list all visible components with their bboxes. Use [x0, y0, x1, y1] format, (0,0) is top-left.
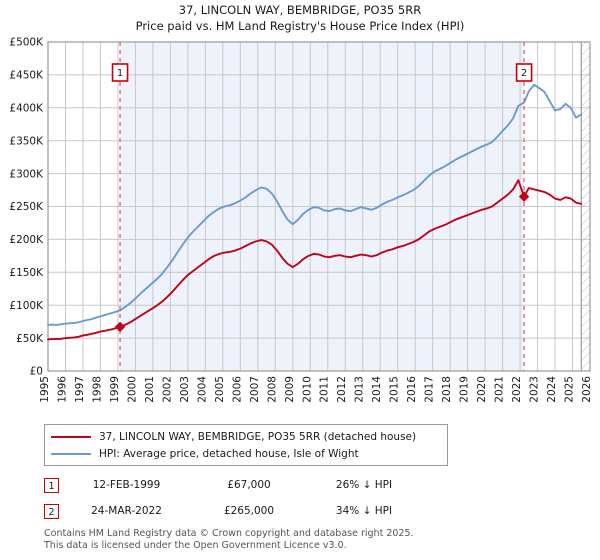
svg-text:£0: £0 [30, 366, 43, 378]
legend-label-property: 37, LINCOLN WAY, BEMBRIDGE, PO35 5RR (de… [99, 431, 417, 443]
svg-text:2021: 2021 [494, 376, 506, 403]
svg-text:2010: 2010 [301, 376, 313, 403]
svg-text:2001: 2001 [144, 376, 156, 403]
svg-text:2009: 2009 [284, 376, 296, 403]
legend-item-property: 37, LINCOLN WAY, BEMBRIDGE, PO35 5RR (de… [51, 429, 441, 445]
svg-text:2015: 2015 [389, 376, 401, 403]
svg-text:2024: 2024 [546, 376, 558, 403]
plot-frame [47, 41, 591, 372]
svg-text:£50K: £50K [16, 333, 44, 345]
svg-text:2022: 2022 [511, 376, 523, 403]
transaction-date: 24-MAR-2022 [91, 505, 162, 517]
svg-text:2026: 2026 [581, 376, 593, 403]
svg-text:2016: 2016 [406, 376, 418, 403]
y-axis-labels: £0 £50K £100K £150K £200K £250K £300K £350K £400… [9, 37, 44, 378]
svg-text:1995: 1995 [39, 376, 51, 403]
svg-text:£100K: £100K [9, 300, 44, 312]
svg-text:2025: 2025 [564, 376, 576, 403]
legend-swatch-hpi [51, 453, 91, 455]
svg-text:2007: 2007 [249, 376, 261, 403]
transaction-points [114, 191, 530, 333]
svg-text:1999: 1999 [109, 376, 121, 403]
table-row: 2 24-MAR-2022 £265,000 34% ↓ HPI [44, 498, 474, 524]
svg-text:2014: 2014 [371, 376, 383, 403]
page-title: 37, LINCOLN WAY, BEMBRIDGE, PO35 5RR [178, 3, 422, 17]
svg-text:2019: 2019 [459, 376, 471, 403]
transaction-index-badge: 1 [44, 477, 59, 493]
svg-text:2012: 2012 [336, 376, 348, 403]
svg-text:2006: 2006 [231, 376, 243, 403]
legend-label-hpi: HPI: Average price, detached house, Isle… [99, 448, 359, 460]
transaction-hpi-delta: 34% ↓ HPI [335, 505, 393, 517]
transaction-date: 12-FEB-1999 [92, 479, 161, 491]
svg-text:2005: 2005 [214, 376, 226, 403]
transaction-price: £67,000 [227, 479, 271, 491]
svg-text:£450K: £450K [9, 70, 44, 82]
legend-item-hpi: HPI: Average price, detached house, Isle… [51, 446, 441, 462]
svg-text:1996: 1996 [56, 376, 68, 403]
svg-text:2018: 2018 [441, 376, 453, 403]
svg-text:£150K: £150K [9, 267, 44, 279]
transaction-price: £265,000 [223, 505, 275, 517]
svg-text:£300K: £300K [9, 168, 44, 180]
transaction-hpi-delta: 26% ↓ HPI [335, 479, 393, 491]
price-history-chart: £0 £50K £100K £150K £200K £250K £300K £350K £400… [9, 37, 593, 403]
page-subtitle: Price paid vs. HM Land Registry's House … [135, 19, 465, 33]
table-row: 1 12-FEB-1999 £67,000 26% ↓ HPI [44, 472, 474, 498]
transaction-index-badge: 2 [44, 503, 59, 519]
copyright-footer: Contains HM Land Registry data © Crown c… [44, 528, 584, 551]
svg-text:2023: 2023 [529, 376, 541, 403]
transactions-table: 1 12-FEB-1999 £67,000 26% ↓ HPI 2 24-MAR… [44, 472, 474, 524]
no-data-region [580, 42, 590, 371]
svg-text:2004: 2004 [196, 376, 208, 403]
chart-canvas: £0 £50K £100K £150K £200K £250K £300K £350K £400… [9, 37, 593, 403]
data-series [47, 83, 583, 341]
svg-text:2002: 2002 [161, 376, 173, 403]
footer-line-1: Contains HM Land Registry data © Crown c… [44, 528, 414, 539]
svg-text:2011: 2011 [319, 376, 331, 403]
svg-text:£250K: £250K [9, 201, 44, 213]
svg-text:2017: 2017 [424, 376, 436, 403]
transaction-marker-lines [119, 42, 525, 371]
svg-text:£350K: £350K [9, 135, 44, 147]
footer-line-2: This data is licensed under the Open Gov… [44, 539, 347, 551]
svg-text:1998: 1998 [91, 376, 103, 403]
svg-text:1997: 1997 [74, 376, 86, 403]
legend-swatch-property [51, 436, 91, 438]
svg-text:2003: 2003 [179, 376, 191, 403]
chart-title-block: 37, LINCOLN WAY, BEMBRIDGE, PO35 5RR Pri… [0, 2, 600, 34]
svg-text:1: 1 [117, 68, 123, 79]
svg-text:2013: 2013 [354, 376, 366, 403]
svg-text:2: 2 [521, 68, 527, 79]
svg-text:2000: 2000 [126, 376, 138, 403]
x-axis-labels: 1995 1996 1997 1998 1999 2000 2001 2002 2003 2004… [39, 376, 593, 403]
svg-text:2008: 2008 [266, 376, 278, 403]
svg-text:£200K: £200K [9, 234, 44, 246]
svg-text:2020: 2020 [476, 376, 488, 403]
svg-text:£500K: £500K [9, 37, 44, 49]
chart-legend: 37, LINCOLN WAY, BEMBRIDGE, PO35 5RR (de… [44, 424, 448, 466]
svg-text:£400K: £400K [9, 103, 44, 115]
